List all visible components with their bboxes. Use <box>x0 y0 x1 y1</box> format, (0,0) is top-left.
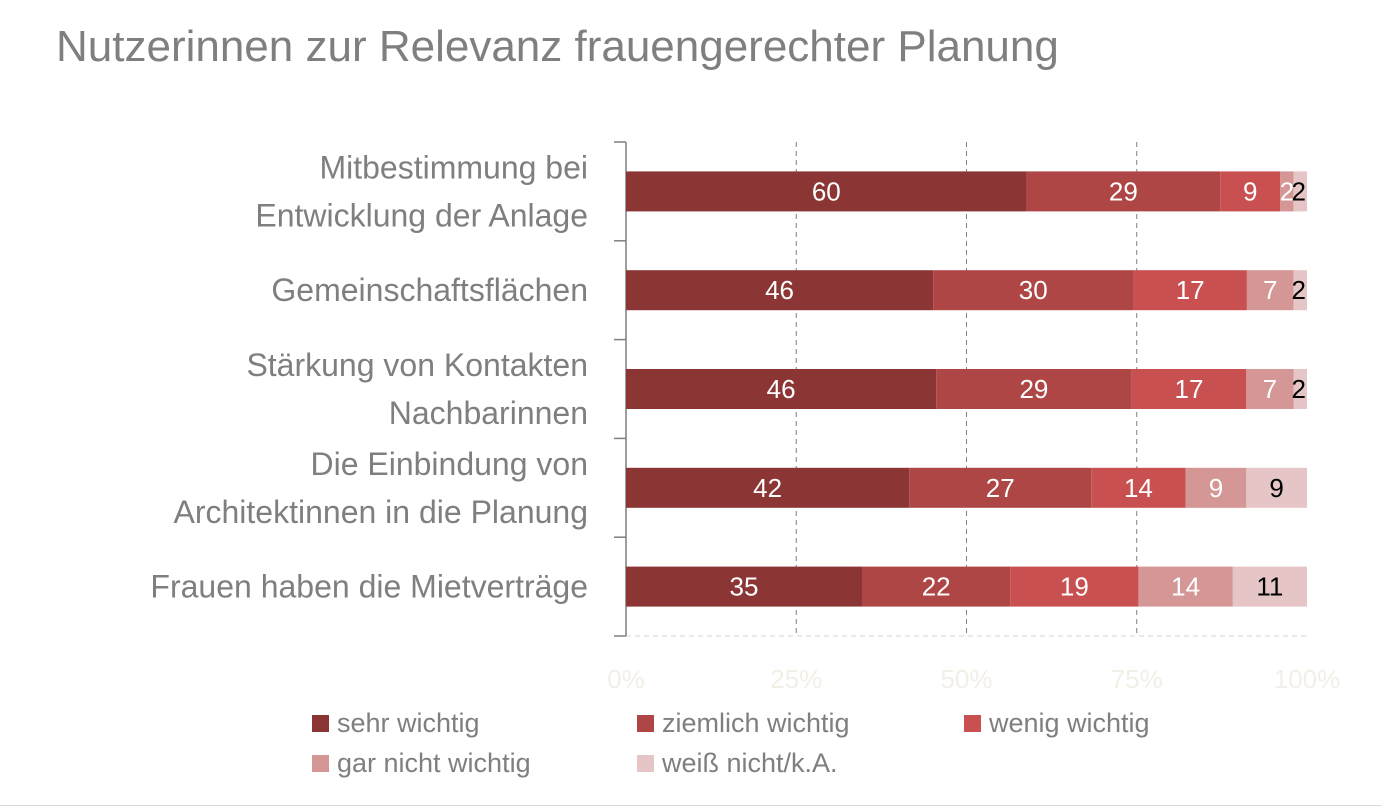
data-label: 29 <box>1109 176 1138 206</box>
data-label: 11 <box>1256 572 1283 602</box>
category-label: Mitbestimmung bei <box>319 149 588 185</box>
bar-segment <box>626 171 1027 212</box>
bottom-divider <box>0 805 1381 806</box>
data-label: 30 <box>1019 275 1048 305</box>
data-label: 35 <box>730 572 759 602</box>
data-label: 2 <box>1292 374 1306 404</box>
bar-segment <box>1138 566 1233 607</box>
bar-segment <box>626 369 937 409</box>
data-label: 17 <box>1175 374 1204 404</box>
legend-label: weiß nicht/k.A. <box>662 748 838 778</box>
data-label: 46 <box>767 374 796 404</box>
legend-item: ziemlich wichtig <box>637 708 850 739</box>
category-label: Architektinnen in die Planung <box>174 494 589 530</box>
data-label: 22 <box>922 572 951 602</box>
category-label: Entwicklung der Anlage <box>255 197 588 233</box>
category-label: Frauen haben die Mietverträge <box>150 569 588 605</box>
legend-label: sehr wichtig <box>337 708 480 738</box>
bar-segment <box>933 270 1134 311</box>
bar-segment <box>626 566 862 607</box>
x-tick-label: 75% <box>1111 664 1163 694</box>
data-label: 17 <box>1176 275 1205 305</box>
data-label: 2 <box>1292 176 1306 206</box>
category-label: Stärkung von Kontakten <box>246 347 588 383</box>
bar-segment <box>1026 171 1221 212</box>
bar-segment <box>1133 270 1247 311</box>
bar-segment <box>1293 270 1307 311</box>
data-label: 2 <box>1292 275 1306 305</box>
data-label: 7 <box>1263 275 1277 305</box>
bar-segment <box>1293 171 1307 212</box>
data-label: 42 <box>753 473 782 503</box>
bar-segment <box>1091 467 1186 508</box>
legend-label: ziemlich wichtig <box>662 708 850 738</box>
bar-segment <box>1185 467 1247 508</box>
bar-segment <box>1220 171 1281 212</box>
bar-segment <box>1131 369 1247 409</box>
legend-label: gar nicht wichtig <box>337 748 531 778</box>
data-label: 19 <box>1060 572 1089 602</box>
bar-segment <box>861 566 1011 607</box>
legend-swatch <box>312 715 329 732</box>
legend-item: wenig wichtig <box>964 708 1150 739</box>
data-label: 14 <box>1124 473 1153 503</box>
chart-title: Nutzerinnen zur Relevanz frauengerechter… <box>56 22 1059 71</box>
x-tick-label: 100% <box>1274 664 1341 694</box>
category-label: Nachbarinnen <box>389 395 588 431</box>
bar-segment <box>1246 369 1294 409</box>
data-label: 60 <box>812 176 841 206</box>
bar-segment <box>626 467 910 508</box>
x-tick-label: 50% <box>940 664 992 694</box>
data-label: 14 <box>1171 572 1200 602</box>
bar-segment <box>626 270 934 311</box>
data-label: 7 <box>1263 374 1277 404</box>
data-label: 9 <box>1243 176 1257 206</box>
bar-segment <box>1246 467 1307 508</box>
bar-segment <box>1232 566 1307 607</box>
legend-item: gar nicht wichtig <box>312 748 531 779</box>
bar-segment <box>1246 270 1294 311</box>
legend-swatch <box>964 715 981 732</box>
data-label: 27 <box>986 473 1015 503</box>
legend-label: wenig wichtig <box>989 708 1150 738</box>
data-label: 29 <box>1019 374 1048 404</box>
category-label: Die Einbindung von <box>310 446 588 482</box>
bar-segment <box>909 467 1092 508</box>
bar-segment <box>1280 171 1294 212</box>
category-label: Gemeinschaftsflächen <box>271 272 588 308</box>
legend-item: sehr wichtig <box>312 708 480 739</box>
x-tick-label: 25% <box>770 664 822 694</box>
legend-swatch <box>637 715 654 732</box>
legend-swatch <box>312 755 329 772</box>
legend-swatch <box>637 755 654 772</box>
legend-item: weiß nicht/k.A. <box>637 748 838 779</box>
data-label: 46 <box>765 275 794 305</box>
bar-segment <box>1293 369 1307 409</box>
bar-segment <box>1010 566 1139 607</box>
data-label: 9 <box>1209 473 1223 503</box>
bar-segment <box>936 369 1132 409</box>
data-label: 2 <box>1280 176 1294 206</box>
x-tick-label: 0% <box>607 664 645 694</box>
data-label: 9 <box>1269 473 1283 503</box>
